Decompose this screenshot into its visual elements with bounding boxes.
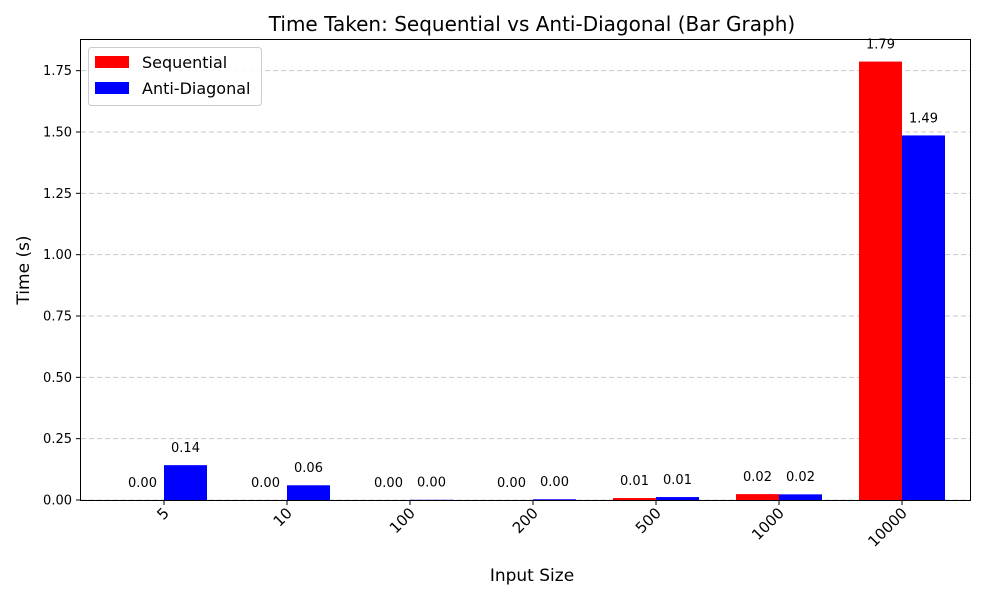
x-tick-label: 10: [270, 504, 296, 530]
data-label: 1.49: [909, 111, 938, 126]
legend-box: [88, 47, 262, 106]
x-tick-label: 500: [632, 504, 665, 537]
data-label: 0.01: [620, 474, 649, 489]
data-label: 0.01: [663, 473, 692, 488]
bar-sequential-10000: [859, 61, 902, 501]
bar-anti-diagonal-5: [164, 465, 207, 500]
data-label: 0.00: [540, 475, 569, 490]
y-tick-label: 1.75: [43, 64, 72, 79]
x-tick-label: 1000: [748, 504, 788, 544]
bar-anti-diagonal-10: [287, 485, 330, 500]
data-label: 0.00: [497, 476, 526, 491]
bar-sequential-500: [613, 498, 656, 500]
chart-title: Time Taken: Sequential vs Anti-Diagonal …: [268, 12, 795, 36]
legend: Sequential Anti-Diagonal: [88, 47, 262, 106]
x-tick-label: 5: [153, 504, 172, 523]
x-tick-label: 10000: [864, 504, 910, 550]
legend-swatch: [95, 56, 129, 68]
grid-lines: [81, 70, 970, 501]
y-axis: 0.00 0.25 0.50 0.75 1.00 1.25 1.50 1.75: [43, 64, 81, 509]
data-label: 0.00: [128, 476, 157, 491]
y-tick-label: 1.25: [43, 187, 72, 202]
bar-anti-diagonal-1000: [779, 494, 822, 500]
bars: [164, 61, 945, 501]
bar-sequential-1000: [736, 494, 779, 500]
x-axis-label: Input Size: [490, 566, 574, 586]
data-label: 0.00: [417, 476, 446, 491]
y-tick-label: 0.00: [43, 494, 72, 509]
legend-swatch: [95, 82, 129, 94]
data-labels: 0.00 0.14 0.00 0.06 0.00 0.00 0.00 0.00 0.01 0.01…: [128, 37, 938, 490]
legend-label: Anti-Diagonal: [142, 79, 250, 98]
x-axis: 5 10 100 200 500 1000 10000: [153, 500, 911, 551]
y-tick-label: 0.25: [43, 432, 72, 447]
data-label: 0.02: [786, 470, 815, 485]
data-label: 0.00: [251, 476, 280, 491]
data-label: 1.79: [866, 37, 895, 52]
plot-frame: [80, 39, 971, 501]
x-tick-label: 200: [509, 504, 542, 537]
data-label: 0.06: [294, 461, 323, 476]
bar-anti-diagonal-200: [533, 499, 576, 500]
data-label: 0.14: [171, 441, 200, 456]
x-tick-label: 100: [386, 504, 419, 537]
y-tick-label: 0.75: [43, 310, 72, 325]
legend-label: Sequential: [142, 53, 227, 72]
y-axis-label: Time (s): [14, 235, 34, 305]
y-tick-label: 0.50: [43, 371, 72, 386]
bar-anti-diagonal-500: [656, 497, 699, 500]
bar-anti-diagonal-10000: [902, 135, 945, 500]
data-label: 0.00: [374, 476, 403, 491]
y-tick-label: 1.50: [43, 126, 72, 141]
y-tick-label: 1.00: [43, 248, 72, 263]
data-label: 0.02: [743, 470, 772, 485]
